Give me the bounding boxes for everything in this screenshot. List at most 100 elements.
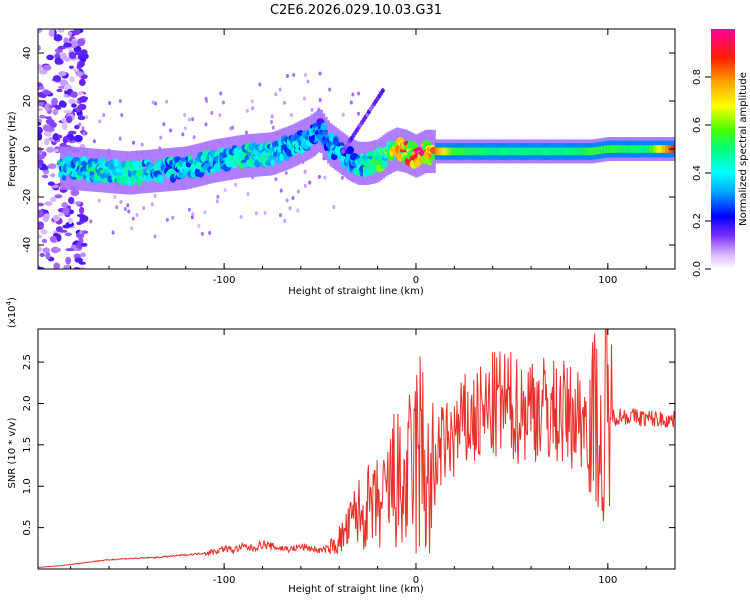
heatmap-ridge-core <box>570 147 572 156</box>
heatmap-ridge-core <box>617 145 620 153</box>
heatmap-noise-cell <box>332 204 336 209</box>
heatmap-noise-cell <box>38 64 43 71</box>
heatmap-noise-cell <box>357 91 361 96</box>
heatmap-noise-cell <box>303 183 307 188</box>
heatmap-ridge-core <box>597 146 600 155</box>
y-tick-label: -20 <box>22 189 33 205</box>
heatmap-noise-cell <box>162 122 166 127</box>
heatmap-ridge-core <box>654 145 657 153</box>
x-tick-label: -100 <box>213 275 236 286</box>
heatmap-noise-cell <box>52 75 61 82</box>
heatmap-noise-cell <box>351 92 355 97</box>
heatmap-ridge-core <box>491 147 494 156</box>
heatmap-ridge-core <box>525 147 528 156</box>
heatmap-noise-cell <box>92 139 96 144</box>
heatmap-noise-cell <box>135 213 139 218</box>
heatmap-noise-cell <box>38 107 44 112</box>
heatmap-ridge-core <box>516 147 518 156</box>
heatmap-noise-cell <box>38 132 43 141</box>
y-tick-label: 20 <box>22 95 33 108</box>
heatmap-ridge-core <box>547 147 549 156</box>
y-tick-label: 1.0 <box>22 478 33 494</box>
heatmap-ridge-core <box>468 147 471 156</box>
heatmap-ridge-core <box>588 147 591 156</box>
heatmap-noise-cell <box>120 113 124 118</box>
heatmap-noise-cell <box>153 193 157 198</box>
heatmap-ridge-core <box>594 147 597 155</box>
snr-panel: -100 0 100 0.5 1.0 1.5 2.0 2.5 Height of strai… <box>5 297 676 595</box>
heatmap-ridge-core <box>504 147 506 156</box>
heatmap-ridge-core <box>467 147 469 156</box>
heatmap-noise-cell <box>245 108 249 113</box>
heatmap-ridge-core <box>666 145 669 153</box>
heatmap-noise-cell <box>54 194 63 199</box>
heatmap-ridge-core <box>551 147 554 156</box>
heatmap-ridge-core <box>436 147 439 156</box>
heatmap-noise-cell <box>75 71 84 77</box>
heatmap-noise-cell <box>150 202 154 207</box>
heatmap-noise-cell <box>131 216 135 221</box>
heatmap-ridge-core <box>573 147 575 156</box>
heatmap-ridge-cell <box>113 158 119 168</box>
heatmap-ridge-core <box>582 147 584 156</box>
heatmap-noise-cell <box>126 203 130 208</box>
heatmap-noise-cell <box>62 207 70 215</box>
heatmap-noise-cell <box>38 126 43 135</box>
heatmap-noise-cell <box>69 76 75 83</box>
heatmap-noise-cell <box>80 74 88 80</box>
heatmap-noise-cell <box>119 199 123 204</box>
heatmap-noise-cell <box>42 65 52 71</box>
heatmap-ridge-core <box>517 147 520 156</box>
heatmap-ridge-core <box>543 147 546 156</box>
heatmap-ridge-core <box>643 145 646 153</box>
heatmap-ridge-core <box>531 147 534 156</box>
heatmap-noise-cell <box>200 231 204 236</box>
heatmap-noise-cell <box>38 115 46 119</box>
heatmap-noise-cell <box>57 29 65 33</box>
heatmap-noise-cell <box>234 182 238 187</box>
heatmap-ridge-core <box>502 147 505 156</box>
heatmap-ridge-core <box>631 145 634 153</box>
heatmap-noise-cell <box>75 201 82 206</box>
heatmap-noise-cell <box>303 169 307 174</box>
heatmap-ridge-core <box>606 145 609 153</box>
heatmap-noise-cell <box>204 122 208 127</box>
heatmap-noise-cell <box>219 91 223 96</box>
heatmap-noise-cell <box>89 219 93 224</box>
heatmap-noise-cell <box>118 136 122 141</box>
heatmap-ridge-core <box>442 147 445 156</box>
heatmap-ridge-core <box>636 145 638 153</box>
heatmap-ridge-core <box>527 147 529 156</box>
heatmap-ridge-core <box>611 145 614 153</box>
heatmap-ridge-core <box>534 147 537 156</box>
heatmap-noise-cell <box>97 198 101 203</box>
heatmap-noise-cell <box>289 113 293 118</box>
heatmap-noise-cell <box>215 199 219 204</box>
heatmap-ridge-core <box>620 145 623 153</box>
heatmap-noise-cell <box>76 38 86 47</box>
heatmap-ridge-core <box>600 146 603 154</box>
y-tick-label: 0.5 <box>22 520 33 536</box>
heatmap-noise-cell <box>82 131 86 136</box>
heatmap-noise-cell <box>63 264 72 269</box>
heatmap-ridge-core <box>652 145 655 153</box>
heatmap-noise-cell <box>76 99 80 104</box>
heatmap-ridge-core <box>556 147 558 156</box>
heatmap-noise-cell <box>85 115 89 120</box>
heatmap-ridge-cell <box>320 124 327 131</box>
heatmap-noise-cell <box>48 29 55 37</box>
heatmap-noise-cell <box>208 230 212 235</box>
heatmap-ridge-core <box>626 145 629 153</box>
heatmap-noise-cell <box>45 251 51 260</box>
heatmap-ridge-core <box>499 147 502 156</box>
heatmap-noise-cell <box>50 173 56 178</box>
heatmap-noise-cell <box>113 195 117 200</box>
heatmap-ridge-core <box>619 145 621 153</box>
heatmap-noise-cell <box>38 246 42 253</box>
heatmap-ridge-core <box>562 147 564 156</box>
heatmap-ridge-core <box>660 145 663 153</box>
heatmap-noise-cell <box>258 82 262 87</box>
heatmap-ridge-core <box>655 145 658 153</box>
heatmap-ridge-core <box>565 147 568 156</box>
heatmap-noise-cell <box>62 136 69 144</box>
